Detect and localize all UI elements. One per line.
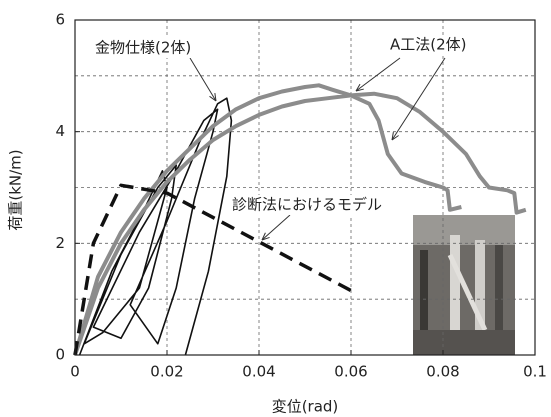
y-tick-label: 6 [55, 11, 65, 29]
y-tick-label: 4 [55, 122, 65, 140]
y-tick-label: 2 [55, 234, 65, 252]
x-tick-label: 0.1 [523, 363, 547, 381]
chart: 0 0.02 0.04 0.06 0.08 0.1 0 2 4 6 変位(rad) 荷重(kN/m… [0, 0, 551, 417]
callout-arrow [190, 58, 216, 101]
y-tick-label: 0 [55, 346, 65, 364]
x-tick-label: 0.06 [334, 363, 367, 381]
callout-arrowhead [210, 93, 216, 101]
x-tick-label: 0.02 [150, 363, 183, 381]
x-tick-label: 0 [70, 363, 80, 381]
series-label: 金物仕様(2体) [95, 39, 191, 57]
callout-arrow [356, 58, 400, 91]
x-axis-label: 変位(rad) [272, 398, 339, 416]
x-tick-label: 0.08 [426, 363, 459, 381]
series-label: 診断法におけるモデル [232, 196, 382, 214]
callout-arrowhead [392, 132, 399, 140]
page: {"chart_data": {"type": "line", "x_label… [0, 0, 551, 417]
x-tick-label: 0.04 [242, 363, 275, 381]
y-axis-label: 荷重(kN/m) [7, 149, 25, 230]
callout-arrow [262, 215, 290, 240]
series-label: A工法(2体) [390, 36, 467, 54]
photo-inset [413, 215, 515, 355]
